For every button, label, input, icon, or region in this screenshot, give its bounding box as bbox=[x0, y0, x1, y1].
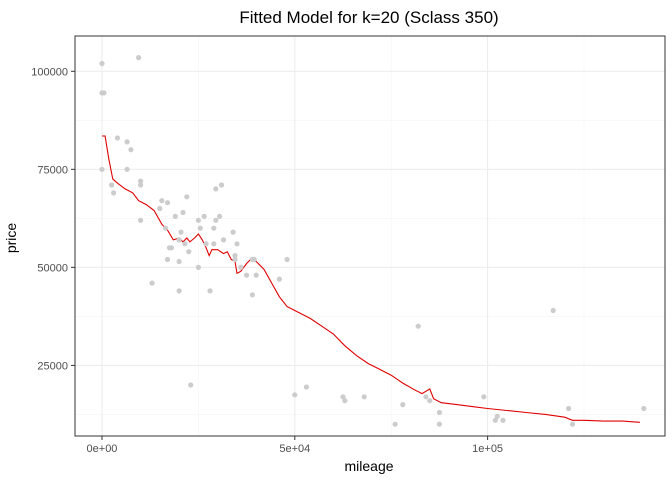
data-point bbox=[550, 307, 556, 314]
data-point bbox=[203, 241, 209, 247]
data-point bbox=[415, 323, 421, 329]
data-point bbox=[492, 417, 498, 423]
data-point bbox=[176, 258, 182, 265]
y-tick-label: 50000 bbox=[37, 262, 68, 274]
data-point bbox=[481, 394, 487, 400]
data-point bbox=[163, 225, 169, 231]
data-point bbox=[427, 398, 433, 404]
data-point bbox=[178, 229, 184, 235]
data-point bbox=[207, 288, 213, 294]
data-point bbox=[251, 256, 257, 263]
y-axis-title: price bbox=[3, 223, 19, 254]
data-point bbox=[159, 198, 165, 204]
data-point bbox=[197, 225, 203, 231]
data-point bbox=[238, 264, 244, 270]
data-point bbox=[361, 394, 367, 400]
data-point bbox=[180, 209, 186, 216]
x-tick-label: 1e+05 bbox=[472, 443, 503, 455]
x-tick-label: 0e+00 bbox=[87, 443, 118, 455]
data-point bbox=[400, 402, 406, 408]
data-point bbox=[114, 135, 120, 141]
fit-line-layer bbox=[102, 135, 640, 423]
data-point bbox=[423, 394, 429, 400]
data-point bbox=[201, 213, 207, 219]
y-tick-label: 25000 bbox=[37, 360, 68, 372]
data-point bbox=[149, 280, 155, 286]
data-point bbox=[176, 237, 182, 243]
data-point bbox=[188, 382, 194, 388]
data-point bbox=[218, 182, 225, 188]
data-point bbox=[213, 217, 219, 223]
data-point bbox=[186, 249, 192, 255]
data-point bbox=[249, 292, 255, 298]
data-point bbox=[176, 288, 182, 294]
y-axis: 25000 50000 75000 100000 bbox=[31, 66, 75, 372]
fit-line bbox=[102, 135, 640, 423]
data-point bbox=[99, 166, 105, 172]
data-point bbox=[109, 182, 115, 188]
grid bbox=[74, 35, 666, 437]
data-point bbox=[128, 147, 134, 153]
data-point bbox=[303, 384, 309, 390]
x-tick-label: 5e+04 bbox=[279, 443, 310, 455]
data-point bbox=[230, 229, 236, 235]
data-point bbox=[138, 178, 144, 184]
data-point bbox=[124, 166, 130, 172]
data-point bbox=[124, 139, 130, 145]
data-point bbox=[244, 272, 250, 278]
data-point bbox=[292, 392, 298, 398]
points-layer bbox=[99, 55, 647, 427]
data-point bbox=[213, 186, 219, 192]
data-point bbox=[172, 213, 178, 219]
data-point bbox=[111, 190, 117, 196]
data-point bbox=[182, 241, 188, 247]
data-point bbox=[566, 405, 572, 412]
data-point bbox=[234, 241, 240, 247]
data-point bbox=[217, 213, 223, 219]
data-point bbox=[232, 253, 238, 259]
data-point bbox=[168, 245, 174, 251]
y-tick-label: 100000 bbox=[31, 66, 68, 78]
data-point bbox=[136, 55, 142, 61]
data-point bbox=[340, 394, 346, 400]
y-tick-label: 75000 bbox=[37, 164, 68, 176]
data-point bbox=[101, 90, 107, 96]
data-point bbox=[641, 405, 647, 412]
data-point bbox=[164, 256, 171, 263]
data-point bbox=[138, 217, 144, 223]
chart-title: Fitted Model for k=20 (Sclass 350) bbox=[239, 8, 498, 27]
data-point bbox=[211, 241, 217, 247]
data-point bbox=[500, 417, 506, 423]
data-point bbox=[195, 217, 201, 223]
data-point bbox=[392, 421, 398, 427]
data-point bbox=[211, 225, 217, 231]
data-point bbox=[184, 194, 190, 200]
data-point bbox=[494, 413, 500, 419]
data-point bbox=[569, 421, 576, 427]
x-axis: 0e+00 5e+04 1e+05 bbox=[87, 436, 503, 455]
panel-border bbox=[74, 35, 666, 437]
data-point bbox=[99, 60, 105, 67]
data-point bbox=[436, 409, 442, 416]
data-point bbox=[436, 421, 442, 427]
data-point bbox=[232, 256, 238, 263]
data-point bbox=[284, 256, 290, 263]
data-point bbox=[164, 200, 171, 206]
data-point bbox=[342, 398, 348, 404]
data-point bbox=[220, 237, 227, 243]
data-point bbox=[157, 205, 163, 212]
data-point bbox=[195, 264, 201, 270]
data-point bbox=[253, 272, 259, 278]
data-point bbox=[138, 182, 144, 188]
data-point bbox=[276, 276, 282, 282]
x-axis-title: mileage bbox=[344, 458, 393, 474]
